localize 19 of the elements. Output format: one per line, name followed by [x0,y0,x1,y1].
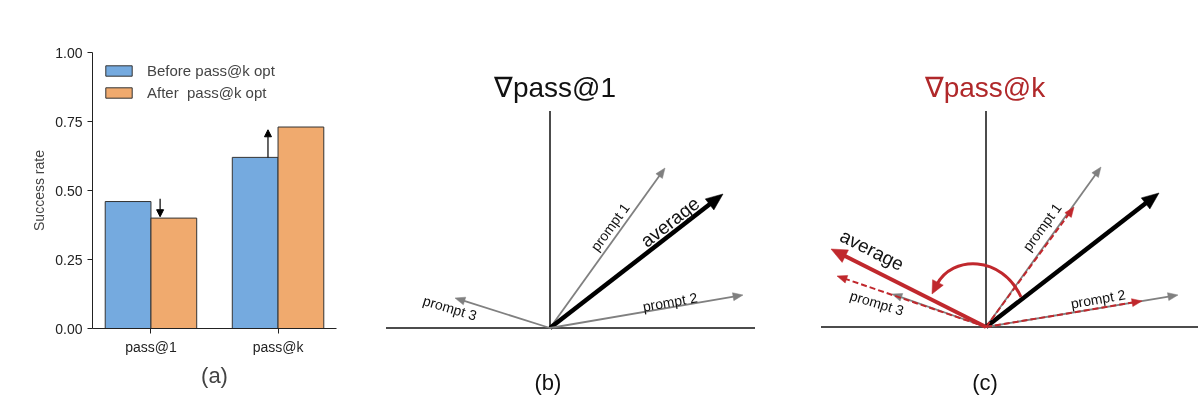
text: (b) [534,369,562,395]
text: prompt 3 [421,292,479,324]
y-tick-label: 0.50 [55,182,83,199]
text: (c) [972,369,998,395]
legend-label: After pass@k opt [147,84,267,101]
text: ∇pass@1 [492,71,617,103]
y-tick-label: 1.00 [55,44,83,61]
text: prompt 2 [641,289,699,315]
text: prompt 3 [848,287,906,319]
x-tick-label: pass@1 [125,338,177,355]
y-axis-title: Success rate [31,149,48,231]
text: (a) [201,362,228,388]
y-tick-label: 0.00 [55,320,83,337]
x-tick-label: pass@k [252,338,305,355]
y-tick-label: 0.75 [55,113,83,130]
text: ∇pass@k [923,71,1047,103]
y-tick-label: 0.25 [55,251,83,268]
text: prompt 2 [1069,286,1127,312]
legend-label: Before pass@k opt [147,62,275,79]
